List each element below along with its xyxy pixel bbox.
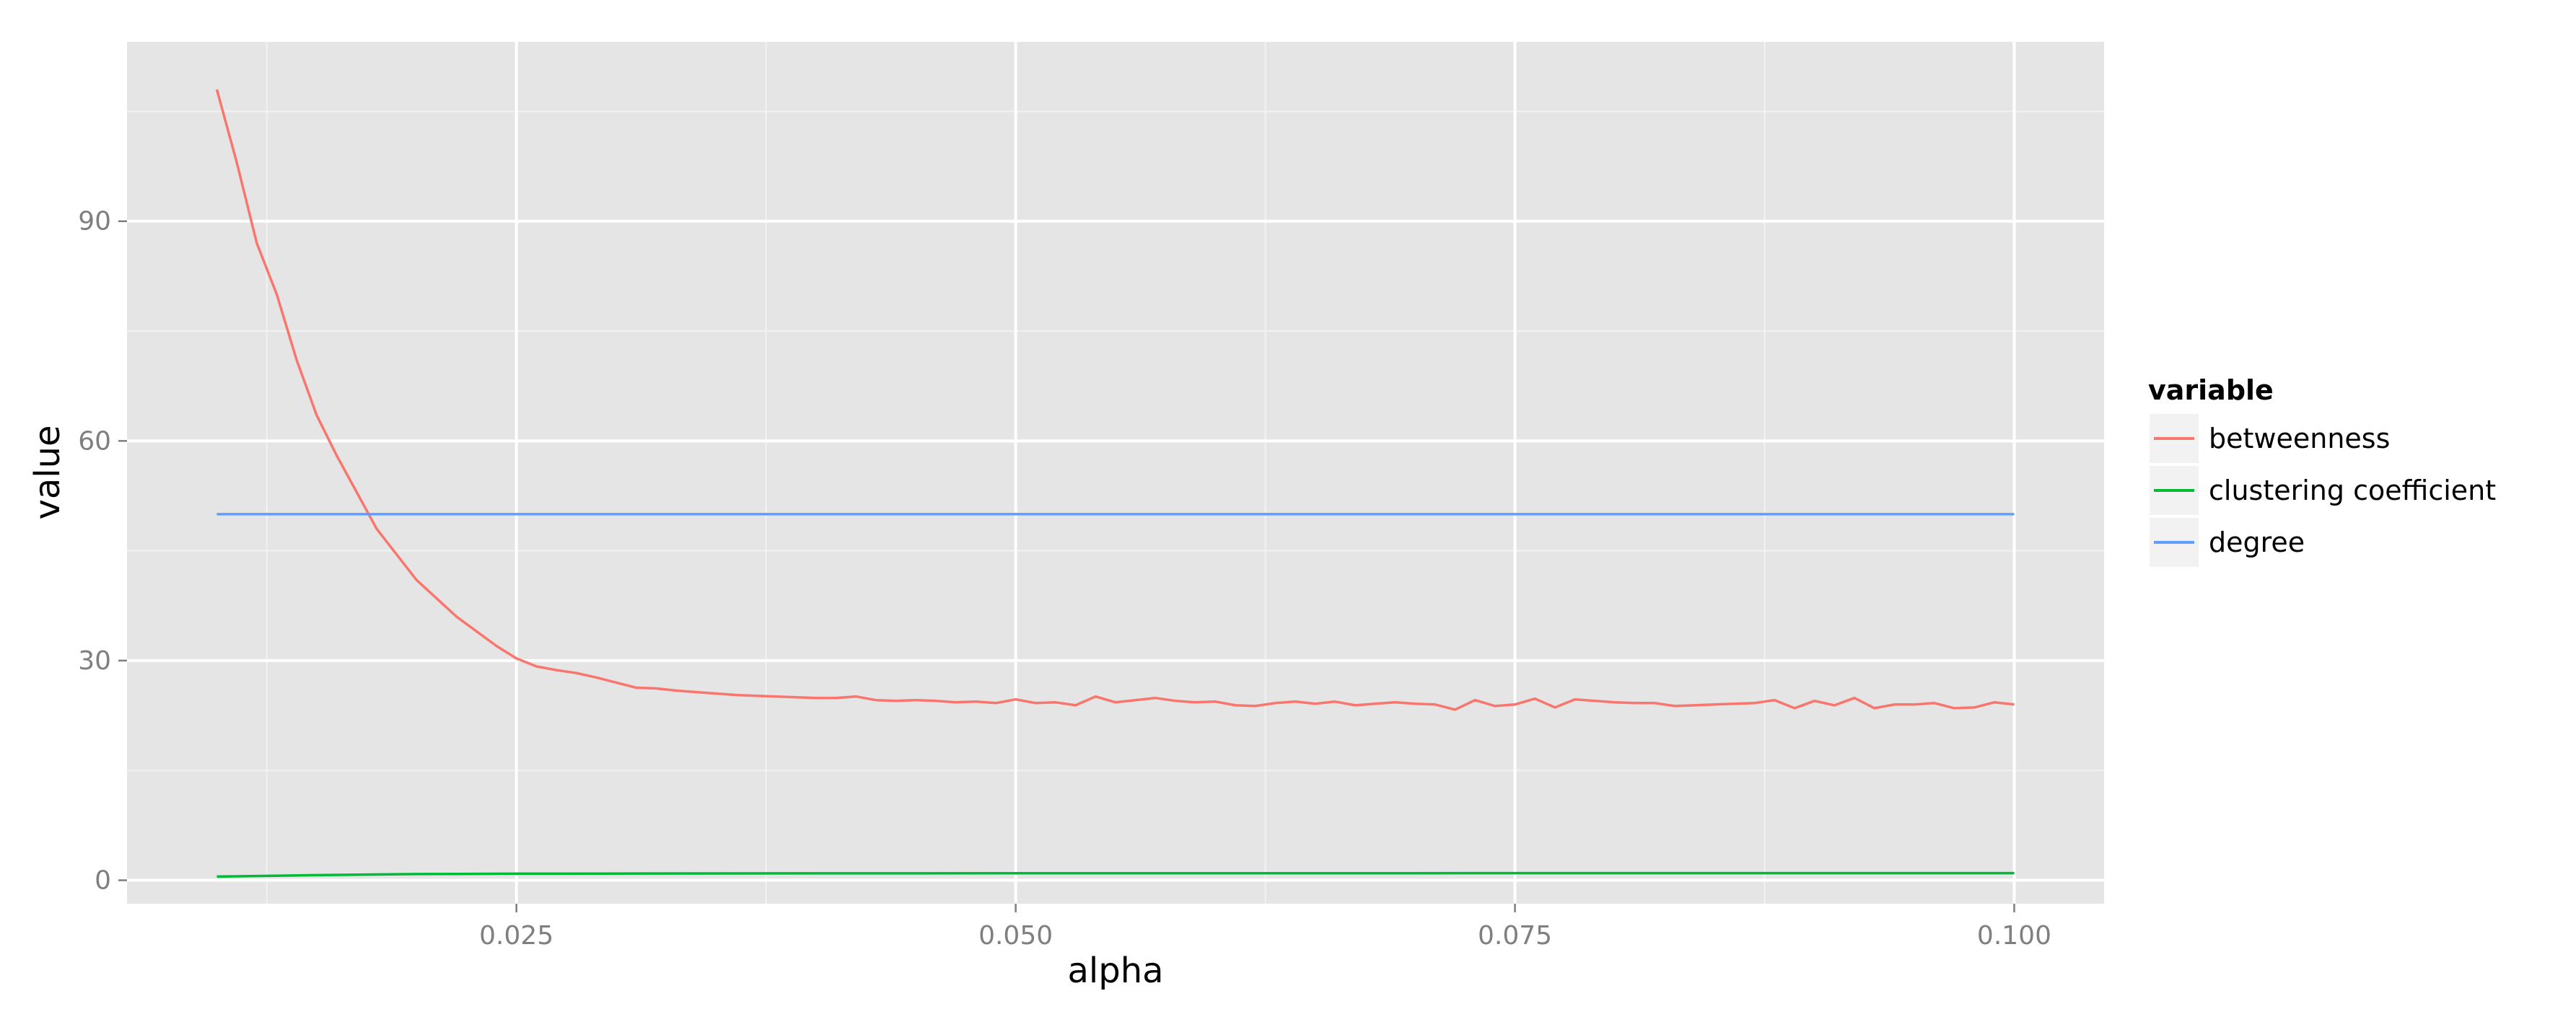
y-tick-label: 0 [95,866,111,896]
series-line-betweenness [215,89,2015,711]
minor-gridlines [127,42,2104,904]
legend-label: clustering coefficient [2209,475,2496,506]
y-tick-label: 60 [78,426,111,456]
y-tick-label: 90 [78,207,111,237]
y-axis: 0 30 60 90 [78,207,127,896]
x-tick-label: 0.050 [978,921,1053,951]
series-line-clustering-coefficient [216,871,2015,878]
series-layer [215,89,2015,878]
major-gridlines [127,42,2104,904]
x-tick-label: 0.075 [1478,921,1552,951]
x-tick-label: 0.025 [479,921,553,951]
legend: variable betweenness clustering coefficie… [2148,374,2496,567]
x-axis: 0.025 0.050 0.075 0.100 [479,904,2051,951]
legend-label: degree [2209,526,2305,558]
plot-panel [127,42,2104,904]
x-tick-label: 0.100 [1977,921,2051,951]
x-axis-title: alpha [1067,951,1163,991]
legend-label: betweenness [2209,423,2390,454]
legend-title: variable [2148,374,2274,406]
y-tick-label: 30 [78,646,111,676]
y-axis-title: value [27,425,68,519]
